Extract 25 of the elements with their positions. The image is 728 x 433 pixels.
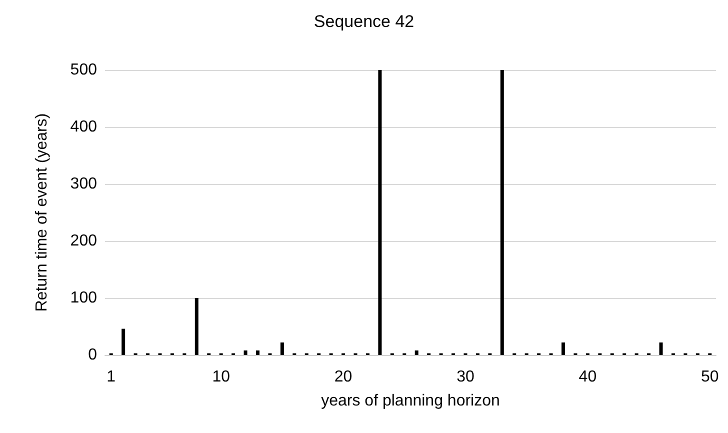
y-tick-label: 0 bbox=[88, 346, 98, 364]
bar bbox=[562, 342, 565, 355]
y-tick-label: 100 bbox=[70, 290, 98, 306]
bar bbox=[378, 70, 382, 355]
x-tick-label: 20 bbox=[334, 368, 352, 386]
bar bbox=[414, 350, 418, 355]
y-tick-label: 300 bbox=[70, 176, 98, 192]
x-tick-label: 50 bbox=[700, 368, 719, 386]
y-axis-title: Return time of event (years) bbox=[34, 113, 50, 312]
bar bbox=[256, 350, 260, 355]
x-tick-label: 30 bbox=[456, 368, 474, 386]
chart-title: Sequence 42 bbox=[314, 12, 414, 31]
bar bbox=[122, 328, 126, 355]
bar bbox=[500, 70, 504, 355]
y-tick-label: 400 bbox=[70, 118, 98, 136]
y-tick-label: 500 bbox=[70, 62, 98, 78]
x-tick-label: 40 bbox=[578, 368, 597, 386]
bar bbox=[194, 298, 198, 355]
x-tick-label: 1 bbox=[106, 368, 116, 386]
y-tick-label: 200 bbox=[70, 232, 98, 250]
bar bbox=[244, 350, 248, 355]
bar bbox=[659, 342, 663, 355]
x-axis-title: years of planning horizon bbox=[321, 392, 500, 410]
bar bbox=[280, 342, 284, 355]
x-tick-label: 10 bbox=[212, 368, 230, 386]
